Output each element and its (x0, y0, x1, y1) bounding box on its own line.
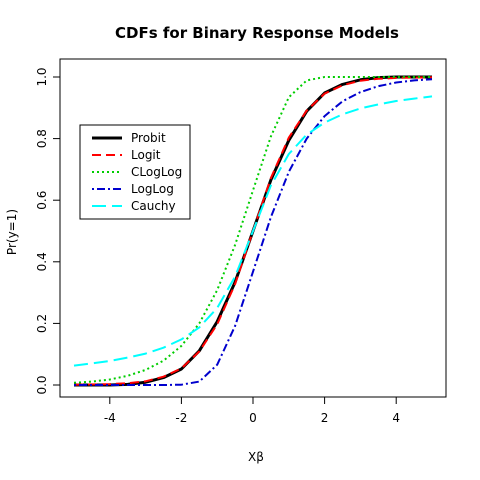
y-tick-label: 0.0 (35, 375, 49, 394)
x-tick-label: 4 (392, 411, 400, 425)
y-tick-label: 0.8 (35, 129, 49, 148)
y-axis: 0.0 0.2 0.4 0.6 0.8 1.0 (35, 67, 61, 395)
x-axis: -4 -2 0 2 4 (104, 396, 400, 425)
legend-label: Probit (131, 131, 166, 145)
y-axis-label: Pr(y=1) (5, 209, 19, 255)
series-layer (73, 75, 433, 387)
y-tick-label: 0.2 (35, 314, 49, 333)
series-line-cloglog (73, 76, 432, 384)
legend: Probit Logit CLogLog LogLog Cauchy (79, 124, 191, 220)
series-line-cauchy (73, 95, 433, 367)
legend-box (79, 124, 191, 220)
legend-label: Cauchy (131, 199, 176, 213)
series-line-loglog (74, 78, 433, 386)
legend-label: Logit (131, 148, 161, 162)
legend-label: LogLog (131, 182, 174, 196)
x-tick-label: 2 (321, 411, 329, 425)
y-tick-label: 1.0 (35, 67, 49, 86)
x-tick-label: -4 (104, 411, 116, 425)
y-tick-label: 0.4 (35, 252, 49, 271)
x-tick-label: 0 (249, 411, 257, 425)
y-tick-label: 0.6 (35, 191, 49, 210)
legend-label: CLogLog (131, 165, 182, 179)
chart-title: CDFs for Binary Response Models (115, 24, 399, 42)
x-tick-label: -2 (175, 411, 187, 425)
x-axis-label: Xβ (248, 450, 264, 464)
